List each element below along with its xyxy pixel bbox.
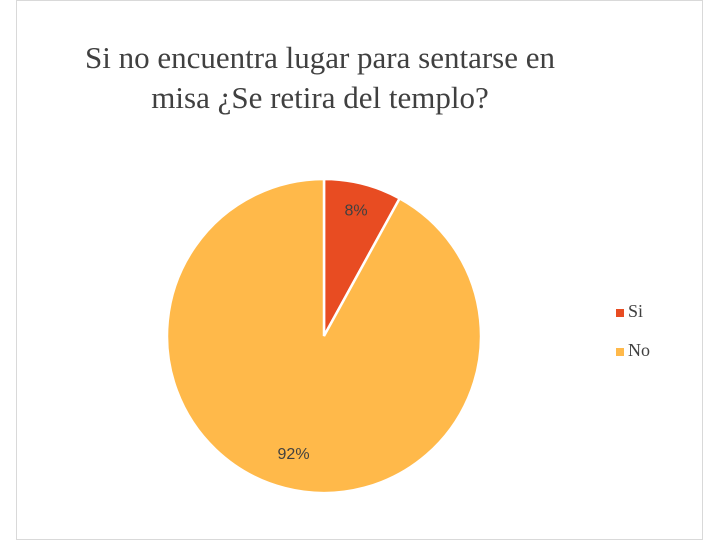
- pie-slice: [165, 177, 483, 495]
- data-label: 8%: [344, 203, 367, 220]
- legend-swatch: [616, 309, 624, 317]
- data-label: 92%: [278, 446, 310, 463]
- legend-label: Si: [628, 301, 643, 321]
- legend-swatch: [616, 348, 624, 356]
- chart-title: Si no encuentra lugar para sentarse en m…: [85, 40, 555, 115]
- legend-label: No: [628, 340, 650, 360]
